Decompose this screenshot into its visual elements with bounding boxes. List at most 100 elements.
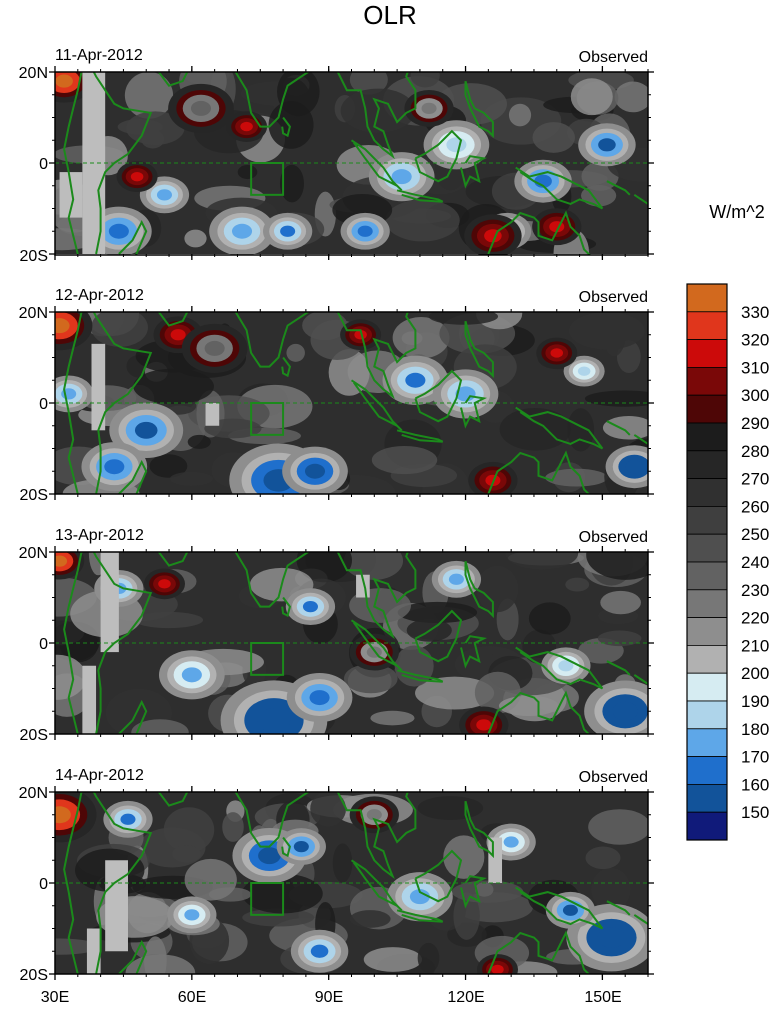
coastline [350,139,403,192]
olr-contour-feature [293,840,309,853]
olr-texture-patch [310,792,347,827]
olr-texture-patch [545,468,608,487]
olr-texture-patch [286,343,305,362]
olr-texture-patch [169,471,214,486]
coastline [487,210,592,255]
olr-texture-patch [614,81,648,113]
olr-texture-patch [296,552,353,583]
olr-texture-patch [586,552,648,580]
panel-label: Observed [579,529,648,546]
olr-texture-patch [91,312,148,347]
olr-texture-patch [584,390,648,407]
olr-texture-patch [567,408,595,452]
x-tick-label: 150E [584,989,621,1006]
olr-texture-patch [565,577,590,592]
coastline [118,219,148,255]
panel-plot-area [55,72,648,255]
olr-texture-patch [532,122,575,153]
colorbar-level-label: 170 [741,748,769,767]
olr-contour-feature [302,600,318,613]
olr-texture-patch [443,835,485,879]
coastline [606,180,631,196]
map-panel-2: 12-Apr-2012 Observed 20N 0 20S [19,287,654,504]
coastline [234,72,310,128]
coastline [157,72,189,87]
coastline [515,166,604,210]
olr-texture-patch [370,710,415,726]
olr-texture-patch [417,796,484,820]
olr-contour-feature [55,806,71,824]
y-tick-label: 20N [19,785,48,802]
colorbar-level-label: 330 [741,303,769,322]
olr-texture-patch [371,445,438,475]
missing-data-box [91,343,106,431]
olr-contour-feature [240,121,253,132]
coastline [515,646,604,690]
panel-plot-area [55,792,648,974]
olr-texture-patch [597,630,642,647]
olr-contour-feature [134,421,158,439]
olr-contour-feature [156,189,173,201]
olr-texture-patch [55,654,87,700]
coastline [487,930,591,974]
panel-ticks [49,546,654,740]
olr-texture-patch [268,101,314,149]
coastline [414,129,463,183]
colorbar-swatch [686,672,728,702]
olr-contour-feature [184,909,200,921]
coastline [350,859,403,912]
colorbar-level-label: 200 [741,664,769,683]
panel-date: 12-Apr-2012 [55,287,144,304]
colorbar-unit-label: W/m^2 [709,202,764,222]
olr-texture-patch [499,408,572,451]
coastline [234,552,310,608]
colorbar-level-label: 280 [741,442,769,461]
coastline [281,116,291,138]
colorbar-swatch [686,450,728,479]
coastline [281,836,291,858]
olr-contour-feature [310,944,329,958]
colorbar-swatch [686,561,728,591]
olr-texture-patch [237,165,258,180]
colorbar-frame [686,283,728,841]
olr-contour-feature [612,701,638,721]
olr-texture-patch [475,882,494,897]
coastline [633,674,648,686]
olr-texture-patch [417,942,440,974]
missing-data-box [488,837,503,883]
coastline [414,609,463,663]
olr-contour-feature [231,223,253,239]
colorbar-swatch [686,811,728,841]
colorbar-level-label: 160 [741,775,769,794]
coastline [118,459,148,494]
coastline [336,72,417,160]
olr-texture-patch [363,947,422,972]
x-tick-label: 30E [41,989,69,1006]
olr-contour-feature [158,579,171,589]
olr-contour-feature [421,102,437,115]
y-tick-label: 20N [19,545,48,562]
coastline [396,909,444,923]
coastline [460,395,488,429]
coastline [414,369,463,423]
colorbar-swatch [686,784,728,813]
map-panel-4: 14-Apr-2012 Observed 20N 0 20S [19,767,654,984]
olr-texture-patch [124,72,174,119]
missing-data-box [205,403,220,426]
coastline [281,356,291,378]
coastline [487,690,591,734]
coastline [63,312,83,494]
coastline [118,699,148,734]
olr-texture-patch [172,845,201,863]
olr-contour-feature [257,708,291,733]
olr-texture-patch [410,72,440,88]
colorbar-level-label: 250 [741,525,769,544]
olr-texture-patch [508,103,532,127]
region-box [250,162,285,196]
olr-contour-feature [55,318,70,334]
olr-texture-patch [279,164,304,203]
colorbar-level-label: 230 [741,581,769,600]
coastline [92,312,153,494]
colorbar-swatch [686,394,728,424]
colorbar-level-label: 310 [741,358,769,377]
